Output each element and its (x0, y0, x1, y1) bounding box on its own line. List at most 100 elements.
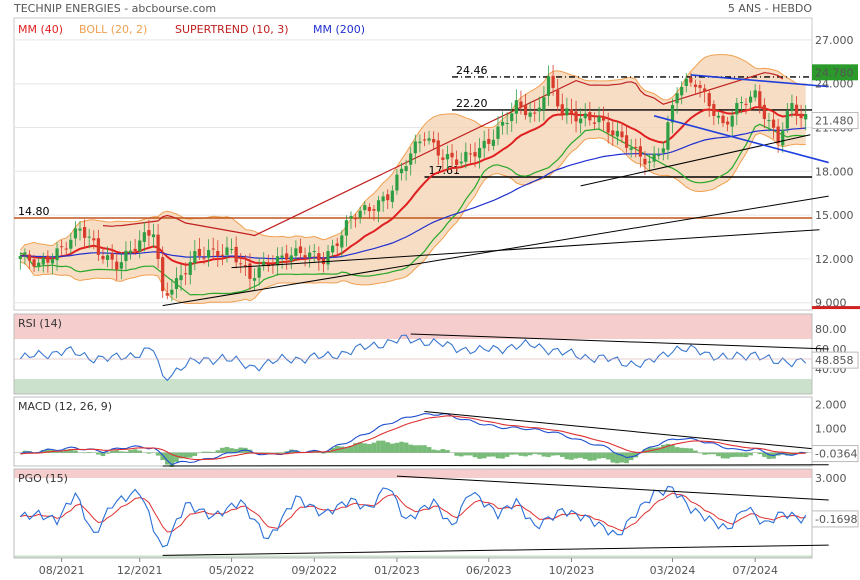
candle-body (597, 116, 601, 123)
candle-body (661, 148, 665, 153)
candle-body (87, 236, 91, 238)
candle-body (519, 101, 523, 107)
price-legend: MM (40) BOLL (20, 2) SUPERTREND (10, 3) MM … (18, 23, 365, 36)
candle-body (707, 93, 711, 107)
candle-body (18, 255, 22, 259)
macd-histogram-bar (504, 452, 510, 457)
candle-body (647, 161, 652, 163)
candle-body (712, 104, 716, 116)
candle-body (179, 275, 183, 281)
candle-body (445, 154, 450, 160)
candle-body (128, 250, 133, 253)
candle-body (289, 255, 293, 261)
candle-body (248, 263, 252, 279)
macd-histogram-bar (720, 452, 726, 459)
macd-histogram-bar (578, 452, 583, 458)
candle-body (790, 103, 794, 112)
candle-body (744, 103, 748, 105)
price-trendline (653, 115, 829, 164)
candle-body (579, 118, 583, 124)
macd-histogram-bar (582, 452, 588, 460)
candle-body (441, 157, 445, 160)
candle-body (280, 255, 284, 258)
candle-body (207, 250, 211, 258)
candle-body (771, 119, 776, 128)
candle-body (675, 93, 679, 104)
candle-body (399, 168, 404, 174)
macd-histogram-bar (546, 452, 551, 458)
candle-body (165, 293, 169, 296)
macd-histogram-bar (86, 452, 92, 453)
candle-body (147, 230, 151, 236)
candle-body (105, 255, 110, 260)
candle-body (184, 273, 188, 275)
candle-body (693, 84, 698, 88)
candle-body (556, 89, 560, 107)
macd-histogram-bar (661, 444, 666, 453)
candle-body (69, 239, 73, 249)
macd-histogram-bar (706, 452, 712, 455)
candle-body (252, 278, 257, 281)
level-label: 14.80 (18, 205, 50, 218)
macd-panel: 1.000 2.000 MACD (12, 26, 9) -0.0364 (13, 396, 859, 467)
macd-histogram-bar (353, 443, 358, 453)
macd-histogram-bar (132, 449, 138, 453)
macd-histogram-bar (472, 452, 478, 458)
macd-histogram-bar (674, 447, 680, 453)
candle-body (785, 111, 789, 129)
candle-body (680, 86, 684, 96)
candle-body (491, 139, 495, 146)
candle-body (262, 261, 266, 266)
x-tick-label: 12/2021 (117, 564, 163, 577)
panel-frame-2 (13, 396, 813, 467)
macd-histogram-bar (569, 452, 574, 460)
pgo-y-tick-label: 3.000 (815, 472, 847, 485)
macd-histogram-bar (683, 448, 689, 453)
macd-histogram-bar (587, 452, 593, 461)
candle-body (229, 248, 234, 250)
x-tick-label: 10/2023 (549, 564, 595, 577)
candle-body (78, 228, 82, 231)
macd-histogram-bar (633, 452, 639, 458)
macd-histogram-bar (766, 452, 772, 459)
candle-body (349, 216, 353, 219)
candle-body (574, 111, 578, 122)
candle-body (92, 238, 96, 241)
macd-histogram-bar (463, 452, 469, 456)
candle-body (794, 104, 799, 116)
rsi-value-label: 48.858 (815, 354, 854, 367)
rsi-title: RSI (14) (18, 317, 62, 330)
candle-body (170, 289, 174, 295)
macd-histogram-bar (789, 452, 795, 456)
macd-histogram-bar (785, 452, 790, 456)
macd-histogram-bar (73, 450, 78, 453)
macd-histogram-bar (210, 451, 216, 453)
macd-histogram-bar (187, 452, 193, 458)
macd-histogram-bar (109, 451, 115, 453)
macd-y-tick-label: 1.000 (815, 422, 847, 435)
candle-body (638, 146, 642, 157)
macd-histogram-bar (119, 451, 124, 453)
candle-body (730, 115, 734, 127)
candle-body (409, 153, 413, 165)
candle-body (753, 90, 757, 98)
last-price-label: 24.780 (815, 66, 854, 79)
candle-body (762, 104, 766, 119)
macd-histogram-bar (174, 452, 179, 462)
x-tick-label: 05/2022 (209, 564, 255, 577)
macd-histogram-bar (192, 452, 198, 456)
rsi-y-tick-label: 80.00 (815, 323, 847, 336)
mm200-line (20, 127, 806, 260)
macd-histogram-bar (748, 452, 753, 456)
macd-histogram-bar (417, 445, 423, 453)
macd-histogram-bar (403, 442, 409, 453)
candle-body (340, 235, 344, 248)
macd-histogram-bar (605, 452, 611, 460)
candle-body (514, 100, 518, 114)
candle-body (670, 105, 675, 123)
macd-histogram-bar (426, 447, 432, 453)
candle-body (569, 109, 574, 114)
candle-body (96, 238, 100, 255)
candle-body (188, 262, 192, 275)
